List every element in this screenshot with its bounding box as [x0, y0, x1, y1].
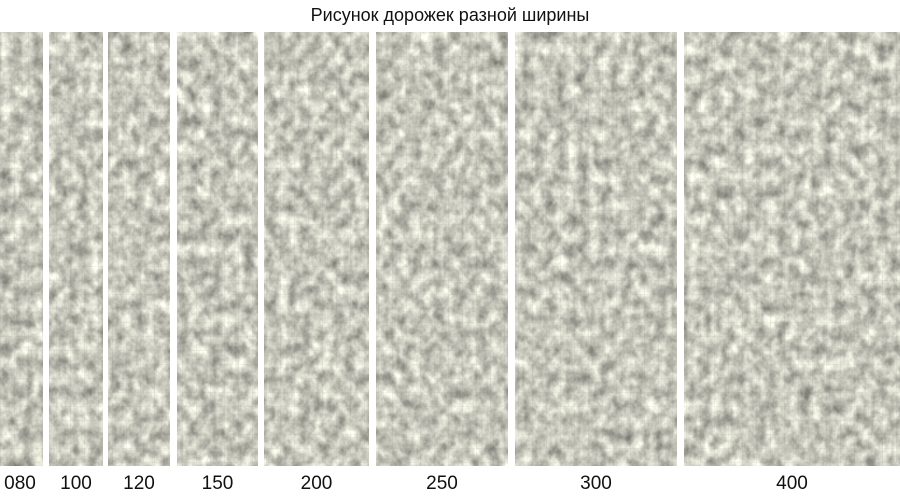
carpet-panel: 100	[49, 32, 103, 494]
carpet-panel: 120	[108, 32, 170, 494]
panels: 080 100 120 150 200 250 300 400	[0, 32, 900, 494]
carpet-grid	[684, 32, 900, 466]
width-label: 300	[580, 473, 612, 494]
carpet-panel: 080	[0, 32, 43, 494]
carpet-panel: 150	[177, 32, 258, 494]
title: Рисунок дорожек разной ширины	[311, 5, 590, 25]
width-label: 100	[60, 473, 92, 494]
carpet-grid	[376, 32, 508, 466]
width-label: 080	[4, 473, 36, 494]
carpet-grid	[515, 32, 677, 466]
carpet-panel: 250	[376, 32, 508, 494]
carpet-panel: 200	[264, 32, 369, 494]
width-label: 150	[202, 473, 234, 494]
carpet-grid	[264, 32, 369, 466]
carpet-panel: 400	[684, 32, 900, 494]
width-label: 400	[776, 473, 808, 494]
carpet-grid	[49, 32, 103, 466]
carpet-grid	[0, 32, 43, 466]
width-label: 200	[301, 473, 333, 494]
carpet-panel: 300	[515, 32, 677, 494]
width-label: 120	[123, 473, 155, 494]
width-label: 250	[426, 473, 458, 494]
carpet-grid	[108, 32, 170, 466]
carpet-grid	[177, 32, 258, 466]
